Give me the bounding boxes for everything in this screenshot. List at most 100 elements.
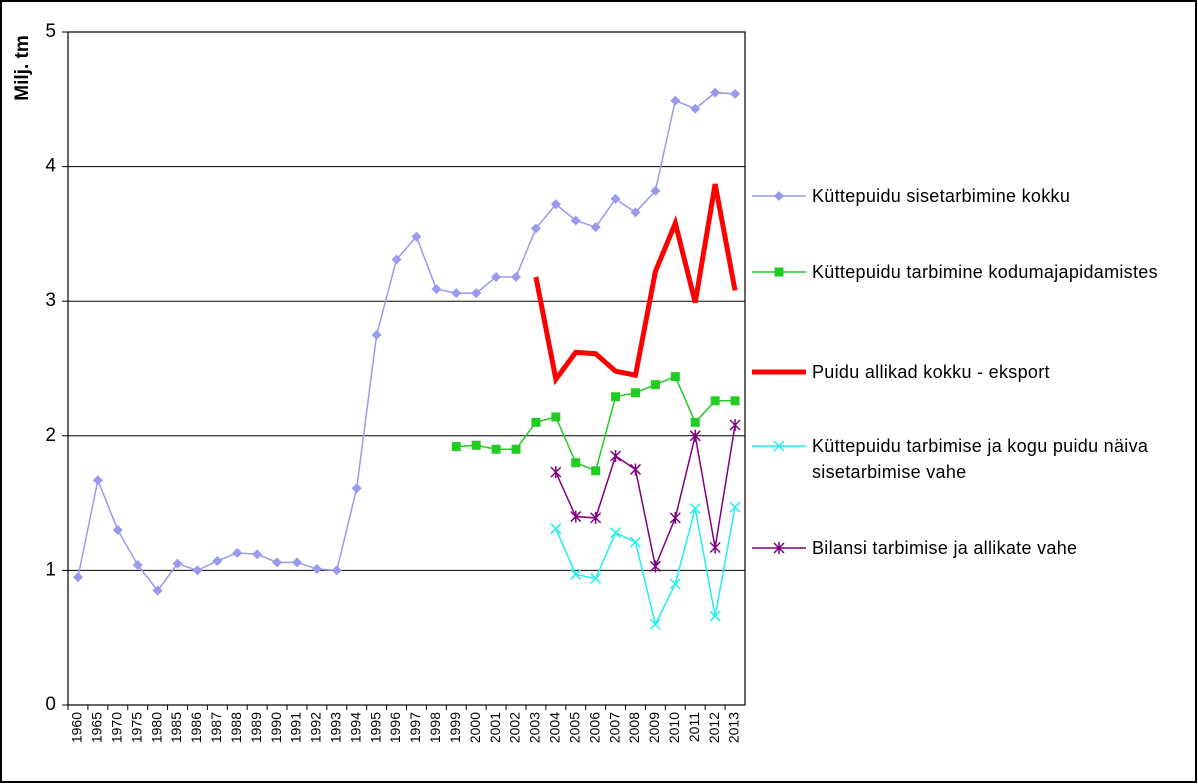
series-line — [533, 183, 738, 386]
data-point — [172, 558, 183, 569]
x-tick-label: 1986 — [188, 712, 204, 743]
data-point — [610, 527, 622, 539]
x-tick-label: 2012 — [706, 712, 722, 743]
data-point — [451, 288, 462, 299]
x-tick-label: 1985 — [168, 712, 184, 743]
series-line — [77, 91, 736, 592]
data-point — [590, 572, 602, 585]
data-point — [730, 396, 740, 406]
data-point — [689, 502, 701, 515]
data-point — [491, 271, 502, 282]
plot-frame — [67, 31, 746, 706]
x-tick-label: 2011 — [686, 712, 702, 742]
data-point — [709, 541, 721, 554]
series-line — [555, 507, 736, 627]
data-point — [590, 511, 602, 524]
legend-label: Küttepuidu sisetarbimine kokku — [812, 186, 1071, 206]
data-point — [152, 585, 163, 596]
data-point — [92, 475, 103, 486]
x-tick-label: 1996 — [387, 712, 403, 743]
x-tick-label: 1989 — [248, 712, 264, 743]
legend-label: Puidu allikad kokku - eksport — [812, 362, 1050, 382]
x-tick-label: 1970 — [108, 712, 124, 743]
data-point — [570, 568, 582, 580]
legend-marker — [773, 542, 785, 554]
data-point — [669, 578, 681, 590]
y-tick-label: 1 — [45, 559, 56, 580]
data-point — [670, 372, 680, 382]
x-tick-label: 1960 — [69, 712, 85, 743]
x-tick-label: 1980 — [148, 712, 164, 743]
data-point — [591, 466, 601, 476]
data-point — [391, 254, 402, 265]
data-point — [511, 271, 522, 282]
data-point — [689, 429, 701, 442]
data-point — [710, 396, 720, 406]
legend-marker — [774, 191, 784, 201]
x-tick-label: 2003 — [527, 712, 543, 743]
x-tick-label: 1990 — [268, 712, 284, 743]
x-tick-label: 2013 — [726, 712, 742, 743]
data-point — [491, 444, 501, 454]
data-point — [629, 463, 642, 476]
x-tick-label: 1994 — [347, 712, 363, 743]
data-point — [351, 483, 362, 494]
legend-label: Küttepuidu tarbimine kodumajapidamistes — [812, 262, 1158, 282]
x-tick-label: 1975 — [128, 712, 144, 743]
y-tick-label: 4 — [45, 156, 56, 177]
y-tick-label: 5 — [45, 21, 56, 42]
data-point — [471, 288, 482, 299]
x-tick-label: 1992 — [308, 712, 324, 743]
data-point — [431, 284, 442, 295]
x-tick-label: 2010 — [666, 712, 682, 743]
data-point — [212, 555, 223, 566]
data-point — [690, 417, 700, 427]
data-point — [531, 417, 541, 427]
x-tick-label: 1999 — [447, 712, 463, 743]
y-tick-label: 3 — [45, 290, 56, 311]
data-point — [610, 449, 622, 462]
legend-label: Bilansi tarbimise ja allikate vahe — [812, 538, 1078, 558]
data-point — [371, 329, 382, 340]
legend-marker — [774, 267, 784, 277]
data-point — [630, 388, 640, 398]
data-point — [629, 536, 642, 548]
y-axis-label: Milj. tm — [12, 35, 33, 100]
x-tick-label: 2001 — [487, 712, 503, 743]
y-tick-label: 2 — [45, 425, 56, 446]
data-point — [232, 547, 243, 558]
legend-marker — [773, 440, 785, 452]
data-point — [471, 440, 481, 450]
data-point — [192, 565, 203, 576]
data-point — [112, 525, 123, 536]
x-tick-label: 2009 — [646, 712, 662, 743]
y-tick-label: 0 — [45, 694, 56, 715]
x-tick-label: 2005 — [566, 712, 582, 743]
data-point — [511, 444, 521, 454]
data-point — [530, 223, 541, 234]
data-point — [551, 412, 561, 422]
data-point — [570, 215, 581, 226]
data-point — [709, 610, 721, 622]
x-tick-label: 1998 — [427, 712, 443, 743]
data-point — [291, 557, 302, 568]
data-point — [650, 185, 661, 196]
data-point — [550, 523, 562, 535]
x-tick-label: 2007 — [606, 712, 622, 743]
x-tick-label: 2004 — [547, 712, 563, 743]
x-tick-label: 1995 — [367, 712, 383, 743]
data-point — [331, 565, 342, 576]
x-tick-label: 1987 — [208, 712, 224, 743]
x-tick-label: 1997 — [407, 712, 423, 743]
data-point — [571, 458, 581, 468]
data-point — [550, 466, 562, 479]
x-tick-label: 1965 — [89, 712, 105, 743]
x-tick-label: 1988 — [228, 712, 244, 743]
x-tick-label: 1991 — [288, 712, 304, 743]
data-point — [451, 442, 461, 452]
data-point — [610, 193, 621, 204]
x-tick-label: 2008 — [626, 712, 642, 743]
